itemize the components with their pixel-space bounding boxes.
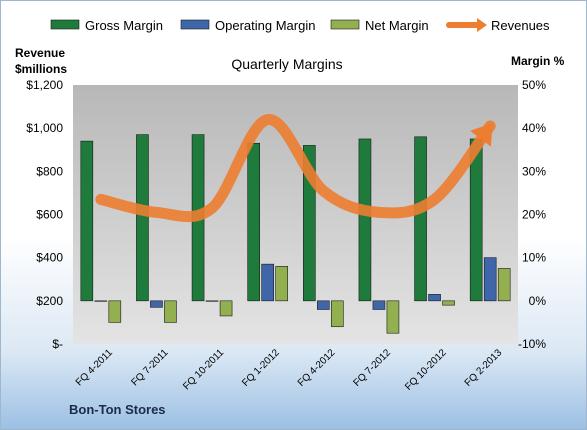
bar-gross-margin: [469, 138, 483, 302]
right-tick-label: -10%: [518, 337, 546, 351]
bar-operating-margin: [317, 300, 330, 310]
left-tick-label: $1,000: [26, 121, 63, 135]
left-axis-title-line2: $millions: [15, 62, 67, 76]
x-tick-label: FQ 1-2012: [240, 347, 282, 389]
x-tick-label: FQ 4-2012: [296, 347, 338, 389]
bar-net-margin: [331, 300, 344, 328]
bar-net-margin: [164, 300, 177, 323]
bar-net-margin: [442, 300, 455, 306]
right-axis-title: Margin %: [511, 54, 565, 68]
bar-operating-margin: [483, 257, 497, 302]
x-tick-label: FQ 4-2011: [74, 347, 115, 388]
left-tick-label: $600: [36, 208, 63, 222]
x-axis: FQ 4-2011 FQ 7-2011 FQ 10-2011 FQ 1-2012 FQ …: [74, 347, 505, 393]
bar-operating-margin: [150, 300, 163, 308]
x-tick-label: FQ 7-2012: [351, 347, 393, 389]
left-tick-label: $800: [36, 164, 63, 178]
x-tick-label: FQ 7-2011: [130, 347, 171, 388]
right-tick-label: 30%: [522, 164, 546, 178]
bar-operating-margin: [261, 263, 274, 302]
revenue-line: [95, 114, 496, 223]
company-label: Bon-Ton Stores: [69, 402, 166, 417]
left-tick-label: $1,200: [26, 78, 63, 92]
revenues-arrowhead: [470, 122, 493, 147]
bar-net-margin: [108, 300, 122, 323]
left-axis-title-line1: Revenue: [15, 46, 65, 60]
bar-net-margin: [219, 300, 233, 317]
revenues-line-path: [95, 114, 496, 223]
legend-label: Net Margin: [365, 18, 429, 33]
legend-swatch: [50, 19, 80, 30]
legend-swatch-arrow: [477, 18, 487, 32]
legend-label: Revenues: [491, 18, 550, 33]
legend-label: Operating Margin: [215, 18, 315, 33]
legend: Gross Margin Operating Margin Net Margin Re…: [50, 18, 550, 33]
bar-gross-margin: [136, 134, 149, 302]
legend-swatch: [180, 19, 210, 30]
bar-gross-margin: [414, 136, 427, 302]
right-tick-label: 40%: [522, 121, 546, 135]
legend-swatch: [330, 19, 360, 30]
bar-net-margin: [275, 265, 288, 302]
x-tick-label: FQ 10-2011: [181, 347, 226, 392]
legend-label: Gross Margin: [85, 18, 163, 33]
left-tick-label: $200: [36, 294, 63, 308]
bar-gross-margin: [358, 138, 372, 302]
bar-operating-margin: [372, 300, 386, 310]
right-axis: -10% 0% 10% 20% 30% 40% 50%: [518, 78, 546, 351]
x-tick-label: FQ 10-2012: [403, 347, 449, 393]
left-tick-label: $400: [36, 251, 63, 265]
right-tick-label: 20%: [522, 208, 546, 222]
left-tick-label: $-: [52, 337, 63, 351]
bar-gross-margin: [247, 142, 260, 302]
x-tick-label: FQ 2-2013: [463, 347, 505, 389]
right-tick-label: 10%: [522, 251, 546, 265]
bar-gross-margin: [80, 140, 94, 302]
left-axis: $- $200 $400 $600 $800 $1,000 $1,200: [26, 78, 63, 351]
chart-title: Quarterly Margins: [231, 56, 342, 72]
bar-operating-margin: [428, 294, 441, 302]
right-tick-label: 0%: [529, 294, 547, 308]
bar-operating-margin: [205, 300, 219, 302]
right-tick-label: 50%: [522, 78, 546, 92]
bar-net-margin: [497, 268, 511, 302]
bar-operating-margin: [94, 300, 108, 302]
bar-marks: [80, 134, 511, 334]
bar-net-margin: [386, 300, 400, 334]
